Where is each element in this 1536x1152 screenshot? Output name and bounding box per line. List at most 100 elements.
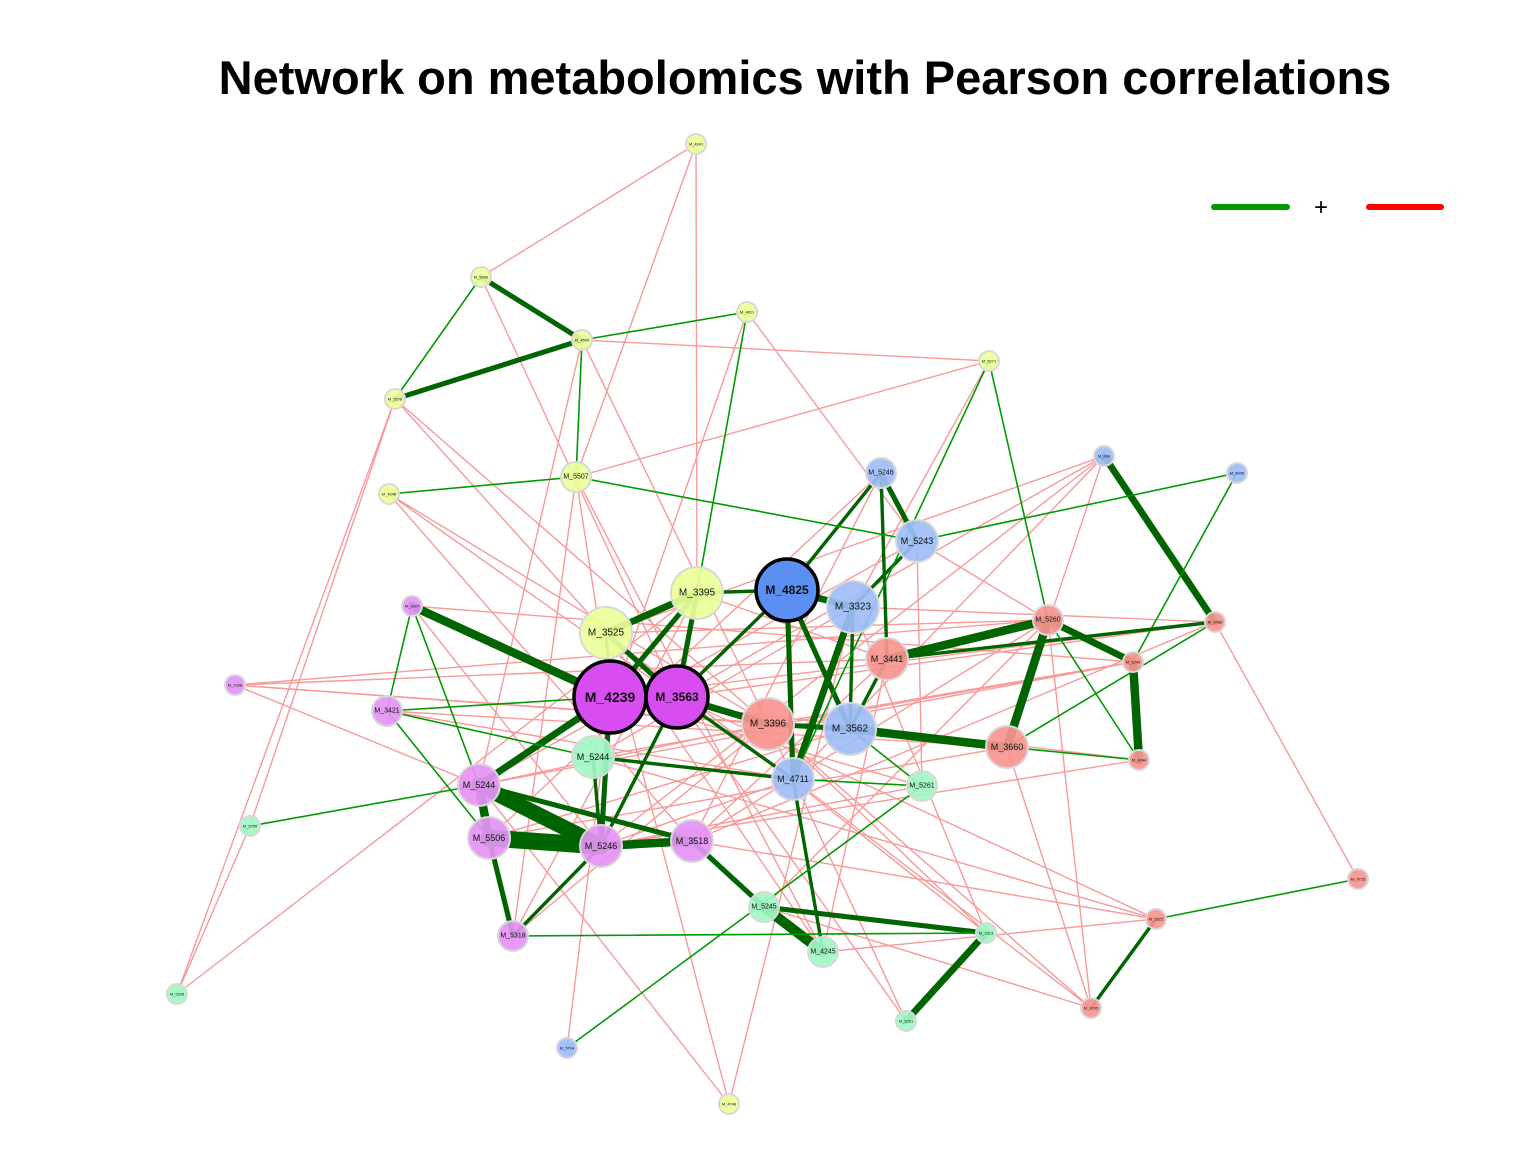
negative-edge-M_5260-M_5245g: [763, 619, 1049, 908]
node-M_1028[interactable]: M_1028: [224, 674, 246, 696]
node-label: M_5246: [585, 841, 618, 851]
node-label: M_1028: [228, 683, 243, 688]
node-label: M_4711: [777, 774, 809, 784]
chart-title: Network on metabolomics with Pearson cor…: [218, 51, 1392, 104]
node-label: M_4825: [765, 583, 809, 597]
node-M_3441[interactable]: M_3441: [865, 637, 909, 681]
node-label: M_4245: [810, 949, 835, 956]
node-label: M_3395: [679, 588, 716, 599]
negative-edge-M_4711-M_5246p: [600, 778, 794, 847]
positive-edge-M_5243-M_5445: [916, 472, 1238, 542]
node-M_5322[interactable]: M_5322: [1145, 908, 1167, 930]
node-M_3323[interactable]: M_3323: [826, 580, 880, 634]
node-label: M_5507: [563, 474, 588, 481]
node-M_4245[interactable]: M_4245: [807, 936, 839, 968]
node-M_5318[interactable]: M_5318: [497, 920, 529, 952]
node-M_5245[interactable]: M_5245: [1122, 651, 1144, 673]
node-circle: [239, 815, 261, 837]
node-M_5243[interactable]: M_5243: [895, 519, 939, 563]
negative-edge-M_3525-M_5260: [605, 619, 1049, 634]
node-circle: [378, 483, 400, 505]
node-M_5445[interactable]: M_5445: [1226, 462, 1248, 484]
node-M_4611[interactable]: M_4611: [736, 301, 758, 323]
node-label: M_3323: [835, 602, 872, 613]
node-label: M_4341: [689, 142, 704, 147]
node-label: M_3660: [991, 742, 1024, 752]
node-M_4509[interactable]: M_4509: [571, 329, 593, 351]
positive-edge-M_5507-M_4248: [388, 476, 577, 495]
negative-edge-M_5328-M_5578: [176, 398, 396, 995]
node-M_4239[interactable]: M_4239: [572, 659, 648, 735]
node-M_4341[interactable]: M_4341: [685, 133, 707, 155]
positive-edge-M_3441-M_5260: [882, 615, 1053, 664]
node-circle: [741, 697, 795, 751]
node-M_3421[interactable]: M_3421: [371, 695, 403, 727]
node-M_5578[interactable]: M_5578: [384, 388, 406, 410]
positive-edge-M_5488-M_3441: [885, 620, 1217, 661]
node-label: M_5260: [1035, 617, 1060, 624]
node-label: M_5506: [473, 833, 506, 843]
node-label: M_5244: [577, 752, 610, 762]
positive-edge-M_5090-M_4509: [478, 274, 585, 343]
negative-edge-M_4341-M_5507: [575, 143, 697, 478]
positive-edge-M_5244p-M_3518: [476, 782, 695, 844]
node-circle: [1347, 868, 1369, 890]
node-label: M_5261: [909, 783, 934, 790]
node-circle: [823, 702, 877, 756]
node-M_4825[interactable]: M_4825: [754, 557, 820, 623]
node-M_5488[interactable]: M_5488: [1204, 611, 1226, 633]
node-label: M_3725: [1351, 877, 1366, 882]
positive-edge-M_4509-M_4611: [581, 311, 748, 341]
positive-edge-M_5322-M_3205: [1089, 917, 1158, 1010]
node-circle: [571, 735, 615, 779]
node-M_1913[interactable]: M_1913: [975, 922, 997, 944]
node-circle: [224, 674, 246, 696]
node-M_5261a[interactable]: M_5261: [906, 770, 938, 802]
node-circle: [826, 580, 880, 634]
negative-edge-M_3441-M_3518: [691, 658, 888, 842]
node-M_3725[interactable]: M_3725: [1347, 868, 1369, 890]
positive-edge-M_5271-M_5260: [988, 360, 1049, 621]
node-M_3525[interactable]: M_3525: [579, 606, 633, 660]
node-M_4748[interactable]: M_4748: [718, 1093, 740, 1115]
node-M_5245g[interactable]: M_5245: [748, 891, 780, 923]
node-M_3562[interactable]: M_3562: [823, 702, 877, 756]
negative-edge-M_4611-M_5243: [746, 311, 918, 542]
node-circle: [771, 757, 815, 801]
node-M_3395[interactable]: M_3395: [670, 566, 724, 620]
node-circle: [1032, 604, 1064, 636]
node-M_3927[interactable]: M_3927: [401, 595, 423, 617]
node-M_5246a[interactable]: M_5246: [865, 457, 897, 489]
node-label: M_3562: [832, 724, 869, 735]
node-circle: [1093, 445, 1115, 467]
node-M_5506[interactable]: M_5506: [467, 816, 511, 860]
node-M_5260[interactable]: M_5260: [1032, 604, 1064, 636]
node-M_4248[interactable]: M_4248: [378, 483, 400, 505]
node-M_4711[interactable]: M_4711: [771, 757, 815, 801]
node-circle: [895, 519, 939, 563]
negative-edge-M_1913-M_3396: [767, 723, 987, 934]
node-M_5507[interactable]: M_5507: [560, 461, 592, 493]
node-M_4244[interactable]: M_4244: [1128, 749, 1150, 771]
node-circle: [644, 664, 710, 730]
node-M_5328[interactable]: M_5328: [166, 983, 188, 1005]
node-M_5700[interactable]: M_5700: [239, 815, 261, 837]
node-M_3660[interactable]: M_3660: [985, 725, 1029, 769]
node-M_5244p[interactable]: M_5244: [457, 763, 501, 807]
node-M_3518[interactable]: M_3518: [670, 819, 714, 863]
positive-edge-M_5318-M_1913: [512, 932, 987, 937]
negative-edge-M_5246a-M_3518: [691, 472, 882, 842]
negative-edge-M_5271-M_3323: [852, 360, 990, 608]
node-M_5246p[interactable]: M_5246: [579, 824, 623, 868]
node-M_5261b[interactable]: M_5261: [895, 1010, 917, 1032]
node-M_898[interactable]: M_898: [1093, 445, 1115, 467]
node-M_5244g[interactable]: M_5244: [571, 735, 615, 779]
node-M_5090[interactable]: M_5090: [470, 266, 492, 288]
node-M_3396[interactable]: M_3396: [741, 697, 795, 751]
negative-edge-M_4341-M_5090: [480, 143, 697, 278]
node-M_5271[interactable]: M_5271: [978, 350, 1000, 372]
node-M_5704[interactable]: M_5704: [556, 1037, 578, 1059]
node-M_3205[interactable]: M_3205: [1080, 997, 1102, 1019]
negative-edge-M_1028-M_5244p: [234, 684, 480, 786]
node-M_3563[interactable]: M_3563: [644, 664, 710, 730]
